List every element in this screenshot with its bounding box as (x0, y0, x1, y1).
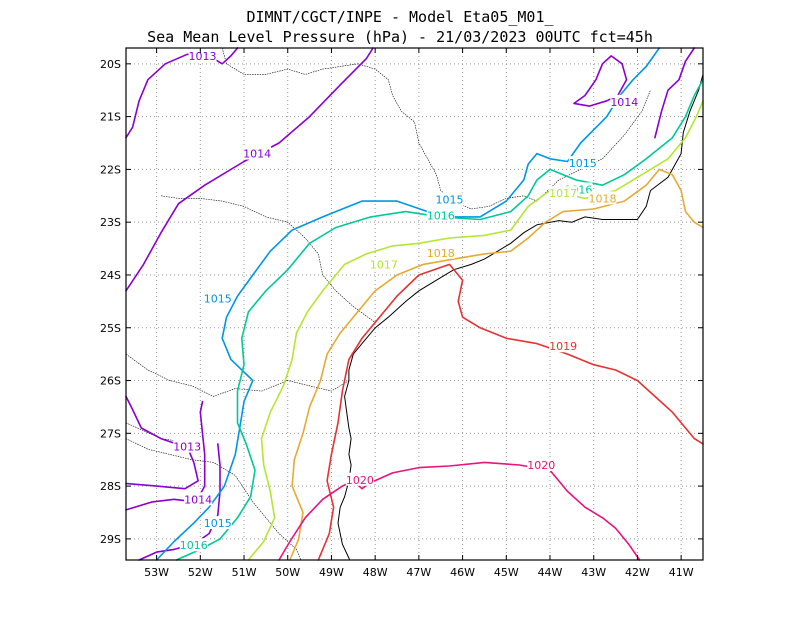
isobar-label-bg (173, 439, 202, 453)
isobar-label-bg (588, 191, 617, 205)
chart-title-line1: DIMNT/CGCT/INPE - Model Eta05_M01_ (246, 8, 554, 26)
isobar-label-1016: 1016 (180, 539, 208, 552)
isobar-label-bg (179, 538, 208, 552)
x-tick-label: 45W (494, 566, 519, 579)
isobar-labels: 1013 1013 1014 1014 1014 1015 1015 1015 1015 1016… (173, 48, 639, 552)
y-tick-label: 27S (100, 427, 121, 440)
isobar-label-1018: 1018 (588, 192, 616, 205)
isobar-1014 (138, 443, 221, 561)
x-tick-label: 53W (144, 566, 169, 579)
state-border (160, 195, 376, 323)
isobar-1014 (573, 55, 628, 107)
state-border (125, 422, 179, 442)
isobar-label-bg (369, 257, 398, 271)
x-tick-label: 47W (406, 566, 431, 579)
isobar-label-bg (549, 186, 578, 200)
isobar-label-1013: 1013 (188, 50, 216, 63)
y-tick-label: 28S (100, 480, 121, 493)
x-tick-label: 42W (625, 566, 650, 579)
x-tick-label: 46W (450, 566, 475, 579)
isobar-label-1020: 1020 (346, 474, 374, 487)
axis-ticks: 53W 52W 51W 50W 49W 48W 47W 46W 45W 44W 43W 42W 41W 2… (100, 48, 703, 579)
isobar-label-bg (549, 339, 578, 353)
isobar-label-1015: 1015 (569, 157, 597, 170)
isobar-label-1019: 1019 (549, 340, 577, 353)
isobar-1018 (289, 168, 704, 561)
y-tick-label: 23S (100, 216, 121, 229)
y-tick-label: 25S (100, 322, 121, 335)
isobar-label-1014: 1014 (243, 148, 271, 161)
isobar-1016 (175, 78, 704, 561)
isobar-1014 (125, 47, 374, 292)
x-tick-label: 50W (275, 566, 300, 579)
isobar-label-bg (527, 457, 556, 471)
chart-title-line2: Sea Mean Level Pressure (hPa) - 21/03/20… (147, 28, 653, 46)
isobars (125, 47, 704, 561)
isobar-1019 (317, 263, 704, 561)
isobar-label-1018: 1018 (427, 247, 455, 260)
y-tick-label: 21S (100, 111, 121, 124)
y-tick-label: 20S (100, 58, 121, 71)
isobar-label-bg (203, 291, 232, 305)
isobar-label-1014: 1014 (184, 493, 212, 506)
isobar-label-1015: 1015 (204, 517, 232, 530)
isobar-1014 (654, 47, 696, 139)
x-tick-label: 48W (363, 566, 388, 579)
state-border (125, 438, 302, 561)
isobar-label-1016: 1016 (427, 209, 455, 222)
isobar-1017 (247, 100, 704, 561)
isobar-label-1015: 1015 (204, 293, 232, 306)
isobar-label-bg (610, 94, 639, 108)
y-tick-label: 24S (100, 269, 121, 282)
isobar-label-1017: 1017 (370, 258, 398, 271)
isobar-label-bg (203, 516, 232, 530)
y-tick-label: 22S (100, 163, 121, 176)
x-tick-label: 43W (581, 566, 606, 579)
isobar-label-1013: 1013 (173, 441, 201, 454)
isobar-1014 (125, 400, 206, 511)
coastline (337, 74, 704, 561)
isobar-label-bg (426, 208, 455, 222)
plot-frame (125, 47, 704, 561)
gridlines (126, 48, 703, 560)
isobar-label-1014: 1014 (610, 96, 638, 109)
x-tick-label: 52W (188, 566, 213, 579)
isobar-label-bg (435, 192, 464, 206)
isobar-1020 (278, 461, 641, 561)
isobar-label-1017: 1017 (549, 187, 577, 200)
y-tick-label: 29S (100, 533, 121, 546)
isobar-label-bg (345, 472, 374, 486)
x-tick-label: 51W (232, 566, 257, 579)
state-border (221, 47, 651, 210)
x-tick-label: 41W (669, 566, 694, 579)
coastline-segment (337, 74, 704, 561)
isobar-label-bg (243, 146, 272, 160)
isobar-1013 (125, 47, 239, 139)
x-tick-label: 49W (319, 566, 344, 579)
isobar-label-bg (426, 245, 455, 259)
isobar-label-bg (184, 492, 213, 506)
isobar-label-bg (188, 48, 217, 62)
isobar-label-1020: 1020 (527, 459, 555, 472)
y-tick-label: 26S (100, 375, 121, 388)
isobar-label-bg (568, 156, 597, 170)
isobar-label-1015: 1015 (435, 193, 463, 206)
isobar-1015 (155, 47, 661, 561)
x-tick-label: 44W (538, 566, 563, 579)
